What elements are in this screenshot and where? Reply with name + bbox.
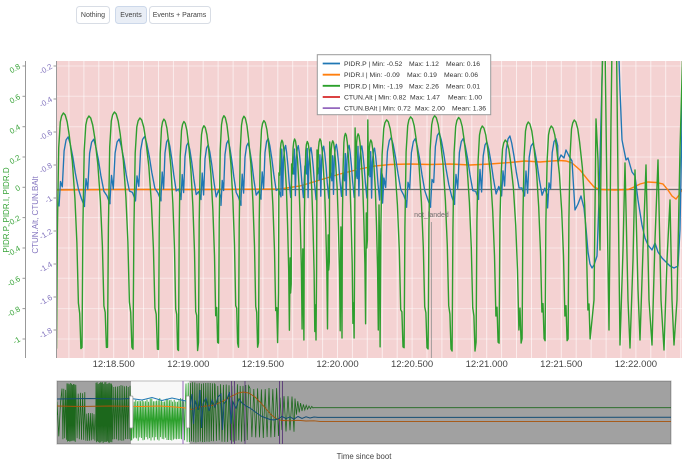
svg-text:12:21.500: 12:21.500 [540,359,582,370]
svg-text:-1.2: -1.2 [38,227,54,242]
svg-text:-1: -1 [43,194,54,205]
svg-text:12:20.500: 12:20.500 [391,359,433,370]
svg-text:12:20.000: 12:20.000 [316,359,358,370]
svg-text:Time since boot: Time since boot [337,452,393,461]
svg-text:12:19.500: 12:19.500 [242,359,284,370]
svg-text:not_landed: not_landed [414,212,449,219]
svg-text:0.4: 0.4 [8,122,22,136]
svg-text:-0.8: -0.8 [38,161,54,176]
svg-text:-1: -1 [11,335,22,346]
svg-text:12:22.000: 12:22.000 [615,359,657,370]
svg-text:-1.6: -1.6 [38,293,54,308]
svg-text:-0.8: -0.8 [6,305,22,320]
svg-text:0.6: 0.6 [8,92,22,105]
svg-text:12:19.000: 12:19.000 [167,359,209,370]
svg-text:12:18.500: 12:18.500 [93,359,135,370]
svg-text:0.8: 0.8 [8,62,22,75]
svg-text:-1.8: -1.8 [38,326,54,341]
svg-text:PIDR.P, PIDR.I, PIDR.D: PIDR.P, PIDR.I, PIDR.D [2,167,11,252]
svg-text:0: 0 [14,183,23,193]
svg-text:-0.6: -0.6 [6,274,22,289]
svg-text:-0.4: -0.4 [38,95,55,110]
svg-text:CTUN.Alt, CTUN.BAlt: CTUN.Alt, CTUN.BAlt [31,176,40,254]
svg-text:-0.2: -0.2 [38,62,54,77]
svg-text:-1.4: -1.4 [38,260,55,275]
svg-text:0.2: 0.2 [8,153,22,166]
svg-text:12:21.000: 12:21.000 [466,359,508,370]
svg-text:-0.6: -0.6 [38,128,54,143]
